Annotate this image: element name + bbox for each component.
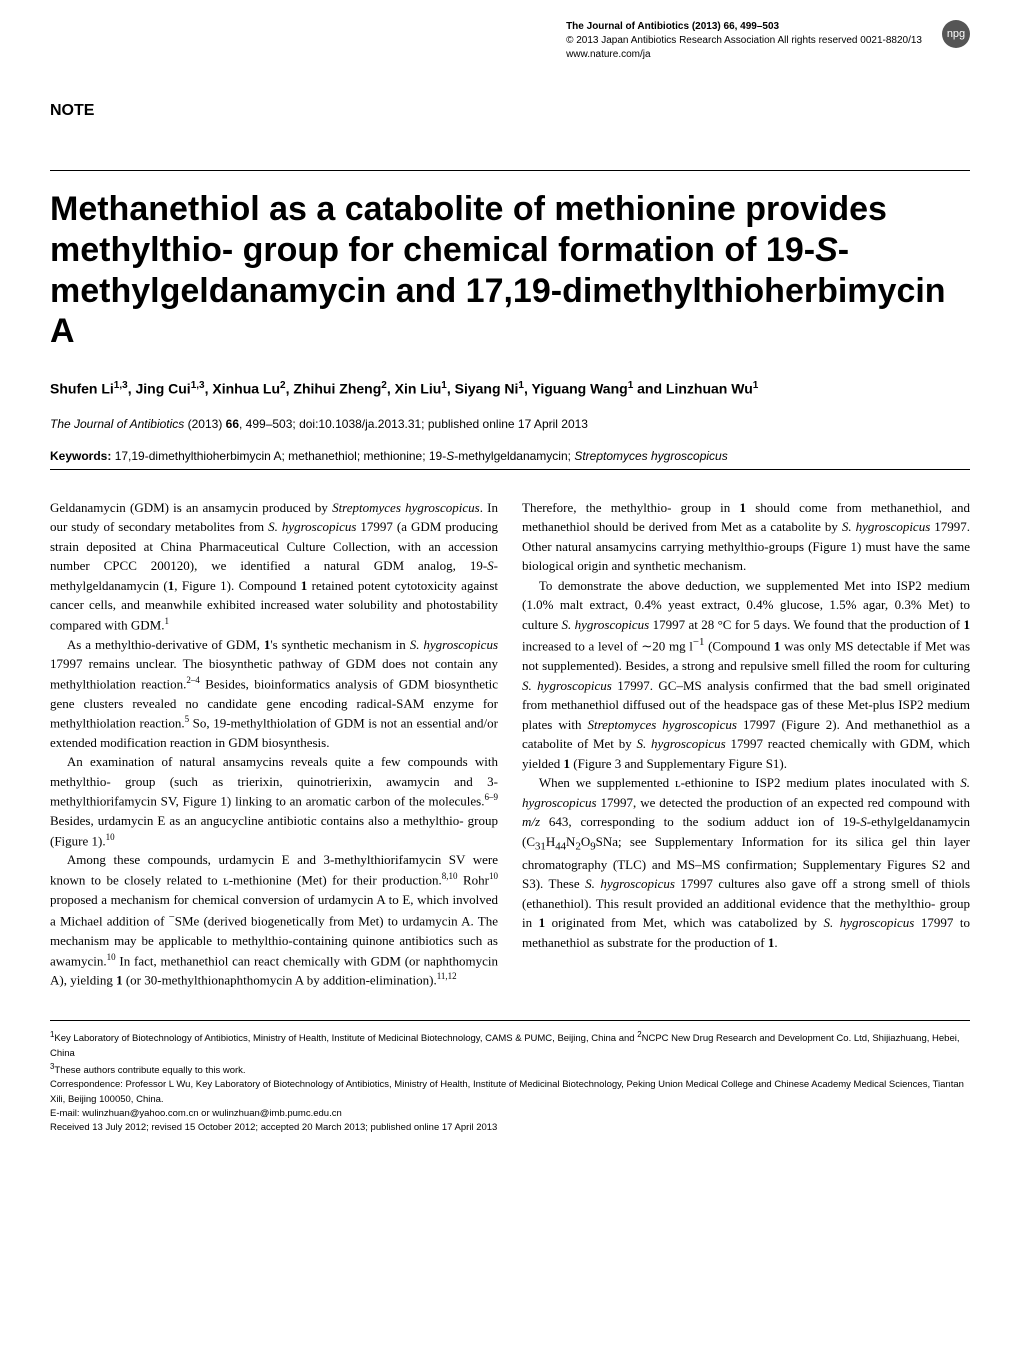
npg-badge-icon: npg [942,20,970,48]
header-bar: The Journal of Antibiotics (2013) 66, 49… [50,20,970,62]
authors-list: Shufen Li1,3, Jing Cui1,3, Xinhua Lu2, Z… [50,380,970,397]
citation-line: The Journal of Antibiotics (2013) 66, 49… [50,417,970,431]
article-type-label: NOTE [50,102,970,120]
body-paragraph: Among these compounds, urdamycin E and 3… [50,850,498,990]
body-paragraph: Therefore, the methylthio- group in 1 sh… [522,498,970,576]
left-column: Geldanamycin (GDM) is an ansamycin produ… [50,498,498,990]
correspondence: Correspondence: Professor L Wu, Key Labo… [50,1078,970,1107]
keywords-label: Keywords: [50,449,111,463]
footer: 1Key Laboratory of Biotechnology of Anti… [50,1029,970,1135]
article-title: Methanethiol as a catabolite of methioni… [50,189,970,352]
email-line: E-mail: wulinzhuan@yahoo.com.cn or wulin… [50,1107,970,1121]
received-line: Received 13 July 2012; revised 15 Octobe… [50,1121,970,1135]
journal-info: The Journal of Antibiotics (2013) 66, 49… [566,20,922,62]
affiliation-1: 1Key Laboratory of Biotechnology of Anti… [50,1029,970,1061]
body-paragraph: To demonstrate the above deduction, we s… [522,576,970,773]
journal-title: The Journal of Antibiotics (2013) 66, 49… [566,20,922,34]
body-columns: Geldanamycin (GDM) is an ansamycin produ… [50,498,970,990]
copyright-line: © 2013 Japan Antibiotics Research Associ… [566,34,922,48]
body-paragraph: When we supplemented ʟ-ethionine to ISP2… [522,773,970,952]
keywords-divider [50,469,970,470]
body-paragraph: An examination of natural ansamycins rev… [50,752,498,850]
body-paragraph: Geldanamycin (GDM) is an ansamycin produ… [50,498,498,635]
body-paragraph: As a methylthio-derivative of GDM, 1's s… [50,635,498,753]
right-column: Therefore, the methylthio- group in 1 sh… [522,498,970,990]
title-divider [50,170,970,171]
keywords-line: Keywords: 17,19-dimethylthioherbimycin A… [50,449,970,463]
affiliation-note: 3These authors contribute equally to thi… [50,1061,970,1078]
footer-divider [50,1020,970,1021]
journal-url: www.nature.com/ja [566,48,922,62]
keywords-text: 17,19-dimethylthioherbimycin A; methanet… [115,449,728,463]
